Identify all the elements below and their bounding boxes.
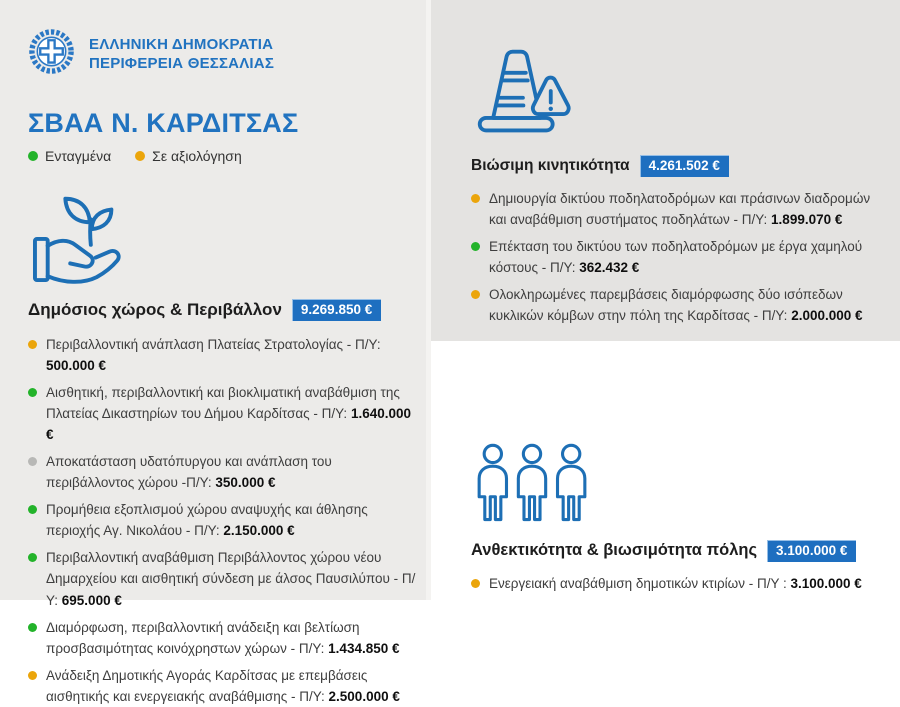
org-name-line1: ΕΛΛΗΝΙΚΗ ΔΗΜΟΚΡΑΤΙΑ <box>89 35 274 53</box>
project-budget: 1.434.850 € <box>328 640 400 656</box>
status-bullet <box>28 505 37 515</box>
budget-badge: 3.100.000 € <box>767 539 857 562</box>
page-title: ΣΒΑΑ Ν. ΚΑΡΔΙΤΣΑΣ <box>28 108 299 138</box>
project-item: Διαμόρφωση, περιβαλλοντική ανάδειξη και … <box>28 617 422 659</box>
org-name-line2: ΠΕΡΙΦΕΡΕΙΑ ΘΕΣΣΑΛΙΑΣ <box>89 55 275 72</box>
legend-label: Σε αξιολόγηση <box>152 148 242 164</box>
resilience-project-list: Ενεργειακή αναβάθμιση δημοτικών κτιρίων … <box>471 573 891 594</box>
mobility-panel: Βιώσιμη κινητικότητα 4.261.502 € Δημιουρ… <box>431 0 900 341</box>
section-title: Δημόσιος χώρος & Περιβάλλον <box>28 300 282 319</box>
project-text: Επέκταση του δικτύου των ποδηλατοδρόμων … <box>489 239 863 276</box>
traffic-cone-icon <box>471 44 900 145</box>
project-budget: 2.150.000 € <box>223 523 295 539</box>
project-budget: 695.000 € <box>61 592 122 608</box>
project-item: Αποκατάσταση υδατόπυργου και ανάπλαση το… <box>28 451 422 493</box>
section-heading-mobility: Βιώσιμη κινητικότητα 4.261.502 € <box>471 155 900 177</box>
project-text: Διαμόρφωση, περιβαλλοντική ανάδειξη και … <box>46 619 360 656</box>
project-text: Ολοκληρωμένες παρεμβάσεις διαμόρφωσης δύ… <box>489 287 843 324</box>
project-item: Περιβαλλοντική ανάπλαση Πλατείας Στρατολ… <box>28 334 422 376</box>
status-bullet <box>471 242 480 252</box>
legend-item-approved: Ενταγμένα <box>28 148 111 164</box>
project-budget: 2.000.000 € <box>791 308 863 324</box>
mobility-project-list: Δημιουργία δικτύου ποδηλατοδρόμων και πρ… <box>471 188 879 326</box>
status-bullet <box>471 290 480 300</box>
project-text: Περιβαλλοντική ανάπλαση Πλατείας Στρατολ… <box>46 337 381 352</box>
project-item: Περιβαλλοντική αναβάθμιση Περιβάλλοντος … <box>28 547 422 610</box>
panel-divider <box>426 0 431 600</box>
section-heading-public-space: Δημόσιος χώρος & Περιβάλλον 9.269.850 € <box>28 299 426 321</box>
evaluation-status-dot <box>135 151 146 161</box>
project-budget: 500.000 € <box>46 358 107 374</box>
status-bullet <box>28 622 37 632</box>
budget-badge: 4.261.502 € <box>639 155 729 177</box>
budget-badge: 9.269.850 € <box>291 299 382 321</box>
status-bullet <box>28 388 37 398</box>
org-name: ΕΛΛΗΝΙΚΗ ΔΗΜΟΚΡΑΤΙΑ ΠΕΡΙΦΕΡΕΙΑ ΘΕΣΣΑΛΙΑΣ <box>89 35 274 73</box>
status-bullet <box>28 340 37 349</box>
project-item: Επέκταση του δικτύου των ποδηλατοδρόμων … <box>471 236 879 278</box>
agency-header: ΕΛΛΗΝΙΚΗ ΔΗΜΟΚΡΑΤΙΑ ΠΕΡΙΦΕΡΕΙΑ ΘΕΣΣΑΛΙΑΣ <box>28 28 426 80</box>
hand-plant-icon <box>28 186 426 289</box>
resilience-panel: Ανθεκτικότητα & βιωσιμότητα πόλης 3.100.… <box>431 340 900 600</box>
status-bullet <box>28 457 37 467</box>
project-item: Ανάδειξη Δημοτικής Αγοράς Καρδίτσας με ε… <box>28 665 422 707</box>
project-item: Ενεργειακή αναβάθμιση δημοτικών κτιρίων … <box>471 573 891 594</box>
section-title: Ανθεκτικότητα & βιωσιμότητα πόλης <box>471 541 758 560</box>
project-budget: 1.640.000 € <box>46 406 412 443</box>
project-text: Αισθητική, περιβαλλοντική και βιοκλιματι… <box>46 385 400 422</box>
status-bullet <box>471 194 480 203</box>
public-space-project-list: Περιβαλλοντική ανάπλαση Πλατείας Στρατολ… <box>28 334 422 707</box>
project-item: Προμήθεια εξοπλισμού χώρου αναψυχής και … <box>28 499 422 541</box>
project-budget: 3.100.000 € <box>790 575 862 591</box>
project-text: Περιβαλλοντική αναβάθμιση Περιβάλλοντος … <box>46 550 416 608</box>
status-bullet <box>471 578 480 588</box>
legend-item-evaluation: Σε αξιολόγηση <box>135 148 242 164</box>
project-text: Αποκατάσταση υδατόπυργου και ανάπλαση το… <box>46 454 332 491</box>
right-panel: Βιώσιμη κινητικότητα 4.261.502 € Δημιουρ… <box>431 0 900 600</box>
section-heading-resilience: Ανθεκτικότητα & βιωσιμότητα πόλης 3.100.… <box>471 539 900 562</box>
project-text: Προμήθεια εξοπλισμού χώρου αναψυχής και … <box>46 502 368 539</box>
greek-coat-of-arms-icon <box>28 28 75 80</box>
project-budget: 350.000 € <box>215 475 276 491</box>
project-item: Ολοκληρωμένες παρεμβάσεις διαμόρφωσης δύ… <box>471 284 879 326</box>
section-title: Βιώσιμη κινητικότητα <box>471 157 630 174</box>
project-text: Ενεργειακή αναβάθμιση δημοτικών κτιρίων … <box>489 575 787 591</box>
status-bullet <box>28 553 37 563</box>
project-text: Δημιουργία δικτύου ποδηλατοδρόμων και πρ… <box>489 191 871 228</box>
project-budget: 1.899.070 € <box>771 212 843 228</box>
project-text: Ανάδειξη Δημοτικής Αγοράς Καρδίτσας με ε… <box>46 667 368 704</box>
project-item: Αισθητική, περιβαλλοντική και βιοκλιματι… <box>28 382 422 445</box>
project-budget: 362.432 € <box>579 260 640 276</box>
project-budget: 2.500.000 € <box>328 688 400 704</box>
legend-label: Ενταγμένα <box>45 148 112 164</box>
project-item: Δημιουργία δικτύου ποδηλατοδρόμων και πρ… <box>471 188 879 230</box>
public-space-panel: ΕΛΛΗΝΙΚΗ ΔΗΜΟΚΡΑΤΙΑ ΠΕΡΙΦΕΡΕΙΑ ΘΕΣΣΑΛΙΑΣ… <box>0 0 426 704</box>
status-bullet <box>28 670 37 680</box>
people-icon <box>471 443 900 530</box>
approved-status-dot <box>28 151 38 161</box>
status-legend: Ενταγμένα Σε αξιολόγηση <box>28 148 426 164</box>
